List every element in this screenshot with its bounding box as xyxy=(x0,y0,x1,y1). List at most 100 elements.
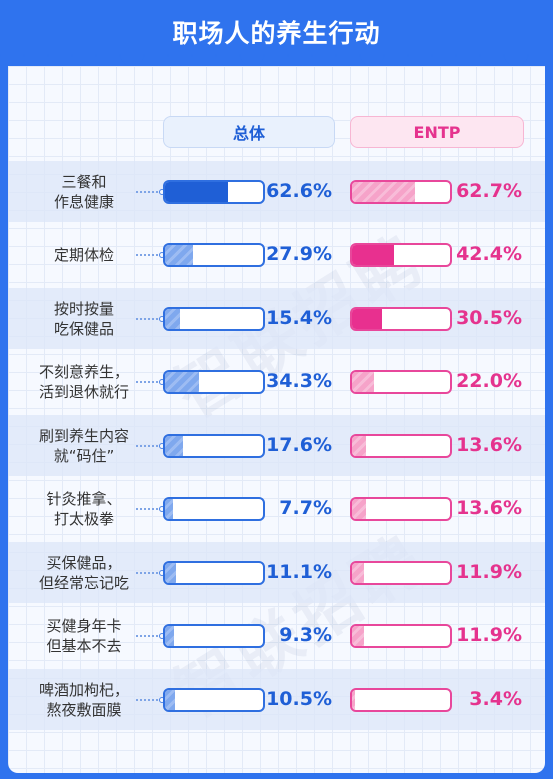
category-label-line: 吃保健品 xyxy=(53,319,114,338)
bar-total xyxy=(163,687,265,712)
bar-total xyxy=(163,497,265,522)
value-label-entp: 42.4% xyxy=(456,243,522,266)
legend-total: 总体 xyxy=(163,116,335,148)
scallop-bump xyxy=(504,54,528,66)
value-label-total: 10.5% xyxy=(266,687,332,710)
scallop-bump xyxy=(288,54,312,66)
value-label-total: 17.6% xyxy=(266,433,332,456)
row-band xyxy=(8,415,545,476)
category-label: 针灸推拿、 打太极拳 xyxy=(14,489,154,529)
value-label-entp: 62.7% xyxy=(456,179,522,202)
value-label-entp: 22.0% xyxy=(456,370,522,393)
leader-line xyxy=(136,506,165,513)
category-label-line: 但经常忘记吃 xyxy=(38,573,129,592)
category-label: 按时按量 吃保健品 xyxy=(14,299,154,339)
chart-title: 职场人的养生行动 xyxy=(172,19,381,48)
value-label-total: 27.9% xyxy=(266,243,332,266)
category-label-line: 买保健品， xyxy=(46,553,122,572)
scallop-bump xyxy=(216,54,240,66)
category-label: 买保健品， 但经常忘记吃 xyxy=(14,553,154,593)
category-label-line: 定期体检 xyxy=(53,246,114,265)
category-label: 买健身年卡 但基本不去 xyxy=(14,616,154,656)
leader-line xyxy=(136,315,165,322)
value-label-entp: 3.4% xyxy=(469,687,522,710)
leader-line xyxy=(136,252,165,259)
category-label-line: 作息健康 xyxy=(53,192,114,211)
leader-line xyxy=(136,442,165,449)
bar-total-fill xyxy=(165,245,193,266)
category-label-line: 啤酒加枸杞， xyxy=(38,680,129,699)
category-label: 三餐和 作息健康 xyxy=(14,172,154,212)
row-band xyxy=(8,161,545,222)
bar-entp xyxy=(350,179,452,204)
scallop-bump xyxy=(408,54,432,66)
value-label-total: 15.4% xyxy=(266,306,332,329)
scallop-bump xyxy=(480,54,504,66)
value-label-total: 62.6% xyxy=(266,179,332,202)
value-label-total: 34.3% xyxy=(266,370,332,393)
value-label-total: 7.7% xyxy=(279,497,332,520)
category-label: 不刻意养生， 活到退休就行 xyxy=(14,362,154,402)
value-label-entp: 30.5% xyxy=(456,306,522,329)
leader-line xyxy=(136,569,165,576)
legend-entp: ENTP xyxy=(350,116,524,148)
category-label-line: 熬夜敷面膜 xyxy=(46,700,122,719)
scallop-bump xyxy=(336,54,360,66)
bar-total-fill xyxy=(165,435,183,456)
bar-entp-fill xyxy=(352,372,374,393)
bar-entp-fill xyxy=(352,562,364,583)
value-label-total: 9.3% xyxy=(279,624,332,647)
category-label-line: 针灸推拿、 xyxy=(46,490,122,509)
value-label-entp: 11.9% xyxy=(456,624,522,647)
bar-entp xyxy=(350,560,452,585)
bar-entp-fill xyxy=(352,308,383,329)
value-label-entp: 13.6% xyxy=(456,433,522,456)
scallop-bump xyxy=(72,54,96,66)
bar-entp-fill xyxy=(352,689,356,710)
row-band xyxy=(8,669,545,730)
leader-line xyxy=(136,188,165,195)
row-band xyxy=(8,542,545,603)
scallop-bump xyxy=(264,54,288,66)
bar-entp xyxy=(350,497,452,522)
scallop-bump xyxy=(456,54,480,66)
header-scallop-edge xyxy=(0,54,553,66)
leader-line xyxy=(136,379,165,386)
category-label-line: 按时按量 xyxy=(53,299,114,318)
scallop-bump xyxy=(24,54,48,66)
category-label-line: 刷到养生内容 xyxy=(38,426,129,445)
scallop-bump xyxy=(144,54,168,66)
bar-total-fill xyxy=(165,181,228,202)
scallop-bump xyxy=(312,54,336,66)
bar-total-fill xyxy=(165,308,181,329)
category-label: 刷到养生内容 就“码住” xyxy=(14,426,154,466)
bar-entp xyxy=(350,306,452,331)
category-label-line: 三餐和 xyxy=(61,172,107,191)
bar-total-fill xyxy=(165,499,173,520)
category-label-line: 买健身年卡 xyxy=(46,617,122,636)
bar-entp-fill xyxy=(352,435,366,456)
value-label-entp: 11.9% xyxy=(456,560,522,583)
row-band xyxy=(8,288,545,349)
category-label-line: 不刻意养生， xyxy=(38,363,129,382)
scallop-bump xyxy=(48,54,72,66)
scallop-bump xyxy=(528,54,552,66)
scallop-bump xyxy=(168,54,192,66)
bar-total xyxy=(163,624,265,649)
category-label-line: 打太极拳 xyxy=(53,510,114,529)
bar-total xyxy=(163,560,265,585)
bar-total xyxy=(163,370,265,395)
leader-line xyxy=(136,696,165,703)
bar-entp xyxy=(350,433,452,458)
scallop-bump xyxy=(96,54,120,66)
bar-entp-fill xyxy=(352,181,415,202)
bar-entp xyxy=(350,243,452,268)
bar-total-fill xyxy=(165,562,177,583)
scallop-bump xyxy=(240,54,264,66)
scallop-bump xyxy=(360,54,384,66)
bar-entp-fill xyxy=(352,626,364,647)
bar-total xyxy=(163,243,265,268)
scallop-bump xyxy=(432,54,456,66)
bar-entp xyxy=(350,687,452,712)
bar-total xyxy=(163,306,265,331)
